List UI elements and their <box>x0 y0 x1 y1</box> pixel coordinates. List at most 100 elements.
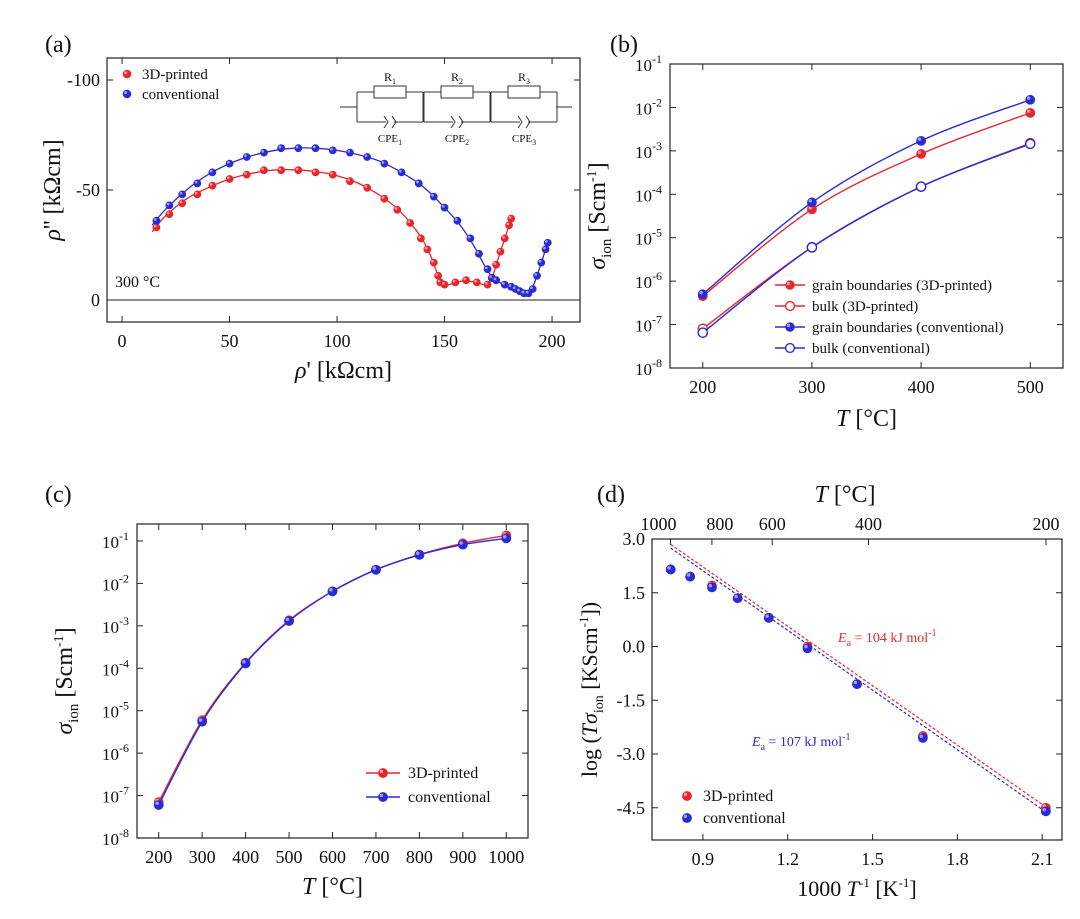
text-span: ] <box>585 162 611 170</box>
data-point-conventional-highlight <box>502 281 505 285</box>
data-point-3d-printed <box>311 168 320 177</box>
y-tick-exponent: -7 <box>652 313 662 327</box>
text-span: R <box>384 70 392 84</box>
data-point-body <box>457 539 468 550</box>
legend-marker <box>785 322 795 332</box>
data-point <box>697 327 709 338</box>
data-point-conventional <box>178 190 187 199</box>
y-tick-exponent: -6 <box>119 741 129 755</box>
data-point-conventional-highlight <box>194 180 198 184</box>
data-point-conventional-body <box>294 144 303 153</box>
text-span: [Scm <box>52 647 78 704</box>
resistor-symbol <box>507 85 541 99</box>
data-point-3d-printed <box>416 234 425 243</box>
legend-label: 3D-printed <box>408 765 478 782</box>
data-point-conventional-highlight <box>278 145 282 149</box>
data-point-3d-printed-highlight <box>441 281 445 285</box>
data-point-body <box>153 800 164 810</box>
data-point-body <box>284 616 294 626</box>
text-span: ion <box>592 695 607 713</box>
x-tick-label: 900 <box>449 847 476 867</box>
y-tick-label: 0.0 <box>623 637 646 657</box>
data-point-conventional <box>242 153 251 161</box>
text-span: -1 <box>576 617 591 628</box>
data-point-conventional-highlight <box>347 149 351 153</box>
data-point-conventional-body <box>537 258 546 267</box>
fit-curve-0 <box>151 168 512 286</box>
x-tick-label: 200 <box>539 331 566 351</box>
x-tick-label: 0 <box>118 331 127 351</box>
data-point-highlight <box>372 566 377 570</box>
data-point-conventional-body <box>475 249 483 258</box>
data-point <box>327 586 338 597</box>
data-point-3d-printed-body <box>393 205 402 214</box>
data-point-conventional-body <box>533 271 541 280</box>
text-span: T <box>577 722 602 736</box>
cpe-label: CPE1 <box>378 133 402 147</box>
data-point-3d-printed-body <box>505 221 513 230</box>
y-tick-label: 10-7 <box>102 784 129 807</box>
legend-marker <box>682 813 692 823</box>
data-point-3d-printed-body <box>496 247 505 256</box>
data-point-3d-printed <box>208 181 217 190</box>
y-tick-base: 10 <box>102 533 119 552</box>
series-line <box>158 534 507 803</box>
data-point-body <box>852 679 862 690</box>
text-span: E <box>837 631 847 646</box>
data-point-3d-printed-body <box>416 234 425 243</box>
series-line <box>702 112 1031 297</box>
data-point-conventional-highlight <box>416 180 419 184</box>
data-point-3d-printed-body <box>406 219 415 227</box>
y-tick-base: 10 <box>102 660 119 679</box>
data-point-conventional <box>328 146 337 155</box>
data-point-3d-printed-body <box>429 258 438 267</box>
data-point-3d-printed-highlight <box>474 279 477 283</box>
cpe-symbol <box>517 115 531 129</box>
data-point-body <box>1025 94 1036 105</box>
data-point-conventional <box>363 153 372 161</box>
data-point-3d-printed-highlight <box>394 207 398 210</box>
data-point-3d-printed-body <box>225 175 234 183</box>
data-point-conventional <box>440 203 449 212</box>
data-point-conventional-highlight <box>538 259 542 263</box>
data-point-3d-printed-body <box>507 214 516 223</box>
text-span: ]) <box>577 602 602 617</box>
data-point-3d-printed-body <box>492 260 501 269</box>
y-tick-label: 10-4 <box>102 656 129 679</box>
data-point-3d-printed <box>242 170 251 179</box>
cpe-symbol <box>450 115 464 129</box>
data-point-3d-printed-body <box>165 210 174 219</box>
data-point-conventional-highlight <box>512 286 516 290</box>
data-point-3d-printed-body <box>260 166 268 175</box>
data-point-conventional-body <box>152 216 161 225</box>
data-point-conventional-highlight <box>542 246 546 250</box>
x-tick-label: 400 <box>908 377 935 397</box>
data-point-3d-printed-highlight <box>194 191 198 195</box>
data-point-3d-printed-highlight <box>424 246 428 250</box>
x-axis-label: ρ' [kΩcm] <box>294 358 392 384</box>
x-tick-label: 300 <box>798 377 825 397</box>
data-point-3d-printed-body <box>500 234 509 243</box>
y-tick-label: 10-7 <box>635 313 662 336</box>
text-span: CPE <box>445 133 465 145</box>
data-point-3d-printed-body <box>277 166 286 175</box>
data-point <box>685 571 696 582</box>
data-point-3d-printed-highlight <box>179 200 183 204</box>
data-point <box>802 643 813 654</box>
legend-marker-body <box>122 89 132 99</box>
text-span: -1 <box>842 732 850 743</box>
data-point-highlight <box>416 551 420 556</box>
x-tick-label: 1.2 <box>776 849 799 869</box>
data-point-3d-printed <box>492 260 501 269</box>
data-point-3d-printed <box>429 258 438 267</box>
data-point-conventional-body <box>311 144 320 153</box>
legend-marker-body <box>378 792 388 802</box>
data-point-3d-printed <box>507 214 516 223</box>
text-span: R <box>451 70 459 84</box>
data-point-body <box>916 149 926 159</box>
data-point-3d-printed-body <box>440 280 449 289</box>
data-point-3d-printed <box>277 166 286 175</box>
data-point-highlight <box>1026 109 1031 113</box>
y-tick-label: -1.5 <box>617 690 646 710</box>
